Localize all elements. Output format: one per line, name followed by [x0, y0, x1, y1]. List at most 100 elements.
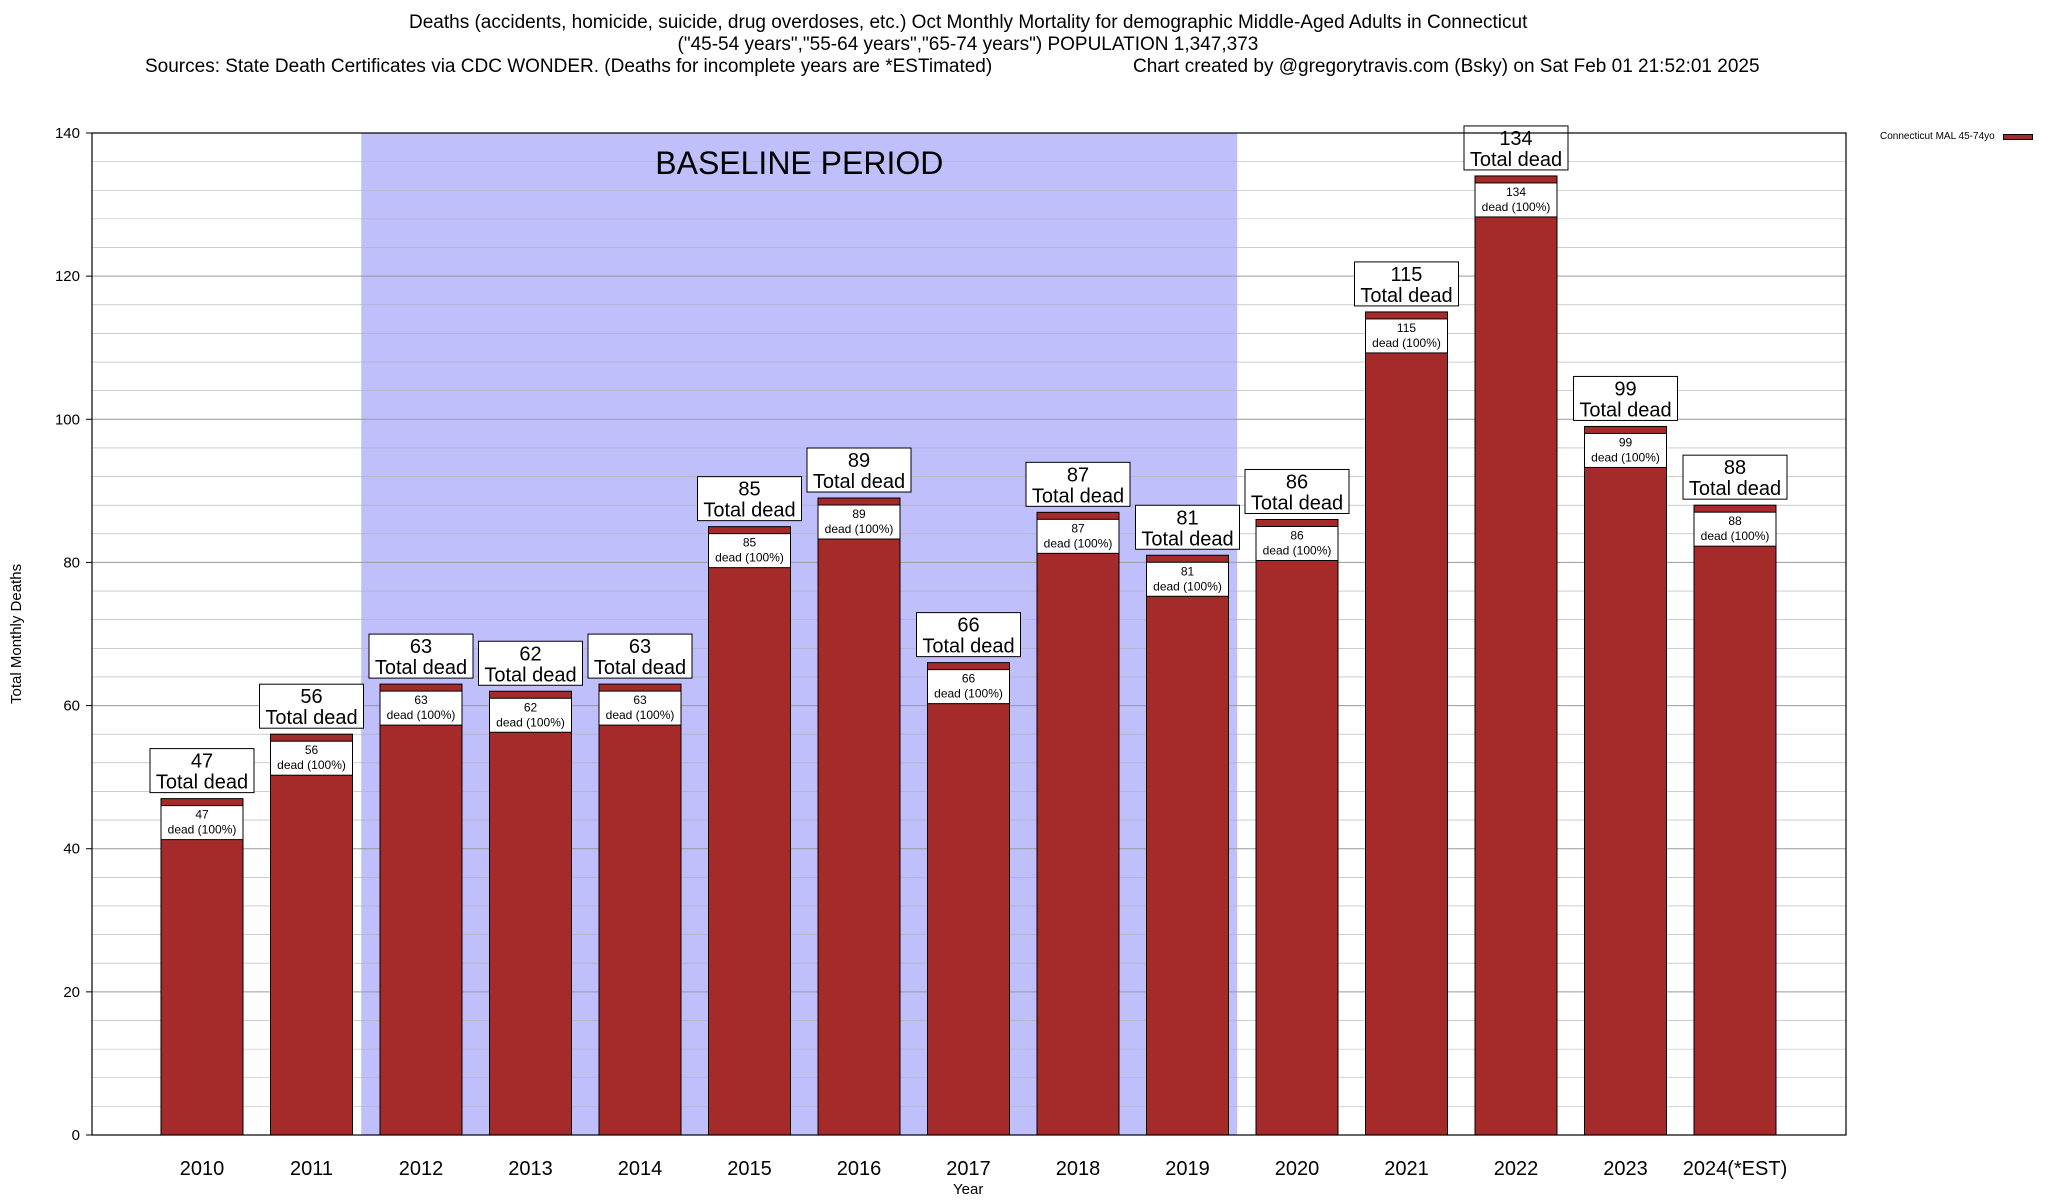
- bar-inner-percent-label: dead (100%): [277, 758, 346, 772]
- bar-top-label-box: [478, 640, 583, 686]
- bar-total-dead-label: Total dead: [1032, 485, 1124, 507]
- bar-inner-value-label: 87: [1071, 521, 1085, 535]
- bar: [1474, 175, 1558, 1136]
- bar-top-label-box: [259, 683, 364, 729]
- bar-inner-percent-label: dead (100%): [496, 715, 565, 729]
- bar-total-dead-label: Total dead: [703, 500, 795, 522]
- bar-inner-percent-label: dead (100%): [825, 522, 894, 536]
- legend-swatch: [2002, 133, 2033, 140]
- bar-total-dead-label: Total dead: [1579, 399, 1671, 421]
- x-tick-label: 2012: [399, 1158, 444, 1180]
- bar-value-label: 56: [300, 686, 322, 708]
- bar-top-label-box: [1135, 504, 1240, 550]
- x-tick-label: 2011: [290, 1158, 333, 1180]
- bar-inner-percent-label: dead (100%): [1044, 536, 1113, 550]
- bar-value-label: 99: [1614, 378, 1636, 400]
- bar-inner-value-label: 56: [305, 743, 319, 757]
- bar-top-label-box: [806, 447, 912, 493]
- plot-frame: [91, 132, 1847, 1136]
- bar-inner-label-box: [379, 690, 463, 726]
- bar-value-label: 81: [1176, 507, 1198, 529]
- bar-top-label-box: [1573, 375, 1678, 421]
- bar-value-label: 63: [629, 636, 651, 658]
- bar-total-dead-label: Total dead: [375, 657, 467, 679]
- bar-total-dead-label: Total dead: [1689, 478, 1781, 500]
- bar-inner-percent-label: dead (100%): [606, 708, 675, 722]
- bar-inner-percent-label: dead (100%): [934, 687, 1003, 701]
- bar-total-dead-label: Total dead: [1470, 149, 1562, 171]
- bar-inner-label-box: [1584, 432, 1667, 468]
- bar-inner-label-box: [1036, 518, 1120, 554]
- bar-inner-value-label: 66: [962, 672, 976, 686]
- chart-credit-note: Chart created by @gregorytravis.com (Bsk…: [1133, 56, 1760, 77]
- x-tick-label: 2010: [180, 1158, 225, 1180]
- bar-value-label: 89: [848, 450, 870, 472]
- chart-subtitle: ("45-54 years","55-64 years","65-74 year…: [677, 34, 1259, 55]
- bar-total-dead-label: Total dead: [813, 471, 905, 493]
- bar-top-label-box: [587, 633, 693, 679]
- bar-inner-label-box: [708, 533, 791, 569]
- bar-inner-percent-label: dead (100%): [168, 823, 237, 837]
- bar: [1255, 518, 1339, 1136]
- x-tick-label: 2015: [727, 1158, 772, 1180]
- x-tick-label: 2024(*EST): [1683, 1158, 1788, 1180]
- baseline-period-label: BASELINE PERIOD: [655, 144, 944, 181]
- x-tick-label: 2022: [1494, 1158, 1539, 1180]
- x-tick-label: 2019: [1165, 1158, 1210, 1180]
- bar-inner-value-label: 86: [1290, 528, 1304, 542]
- bar-inner-value-label: 88: [1728, 514, 1742, 528]
- bar: [489, 690, 572, 1136]
- bar: [270, 733, 353, 1136]
- bar-inner-percent-label: dead (100%): [1482, 200, 1551, 214]
- legend: Connecticut MAL 45-74yo: [1880, 131, 2033, 142]
- bar-inner-value-label: 89: [852, 507, 866, 521]
- bar-inner-value-label: 63: [633, 693, 647, 707]
- y-axis-label: Total Monthly Deaths: [8, 563, 25, 704]
- bar-inner-label-box: [1365, 318, 1448, 354]
- bar: [1584, 425, 1667, 1136]
- bar-inner-percent-label: dead (100%): [1372, 336, 1441, 350]
- y-tick-label: 20: [63, 984, 80, 1001]
- bar-total-dead-label: Total dead: [1360, 285, 1452, 307]
- bar-inner-percent-label: dead (100%): [1591, 450, 1660, 464]
- bar-value-label: 63: [410, 636, 432, 658]
- y-tick-label: 100: [55, 411, 80, 428]
- y-tick-label: 40: [63, 841, 80, 858]
- x-tick-label: 2013: [508, 1158, 553, 1180]
- bar-value-label: 62: [519, 643, 541, 665]
- bar-inner-value-label: 47: [195, 808, 209, 822]
- bar-total-dead-label: Total dead: [156, 772, 248, 794]
- bar: [708, 526, 791, 1136]
- bar-total-dead-label: Total dead: [922, 636, 1014, 658]
- bar-inner-percent-label: dead (100%): [1263, 543, 1332, 557]
- bar: [1365, 311, 1448, 1136]
- bar-value-label: 88: [1724, 457, 1746, 479]
- bar-inner-label-box: [1693, 511, 1777, 547]
- bar-top-label-box: [1354, 261, 1459, 307]
- bar-inner-label-box: [598, 690, 682, 726]
- bar-value-label: 66: [957, 615, 979, 637]
- y-tick-label: 140: [55, 125, 80, 142]
- bar-inner-label-box: [1474, 182, 1558, 218]
- bar-inner-label-box: [270, 740, 353, 776]
- bar-value-label: 86: [1286, 471, 1308, 493]
- bar-total-dead-label: Total dead: [484, 664, 576, 686]
- bar-inner-label-box: [160, 805, 244, 841]
- bar-inner-value-label: 99: [1619, 435, 1633, 449]
- bar: [598, 683, 682, 1136]
- bar-value-label: 115: [1391, 264, 1423, 286]
- bar-total-dead-label: Total dead: [1141, 528, 1233, 550]
- x-tick-label: 2023: [1603, 1158, 1648, 1180]
- bar-total-dead-label: Total dead: [594, 657, 686, 679]
- bar-inner-label-box: [489, 697, 572, 733]
- bar-value-label: 87: [1067, 464, 1089, 486]
- bar-top-label-box: [916, 612, 1021, 658]
- bar-total-dead-label: Total dead: [265, 707, 357, 729]
- bar-inner-value-label: 63: [414, 693, 428, 707]
- bar-top-label-box: [697, 476, 802, 522]
- y-tick-label: 60: [63, 698, 80, 715]
- bar: [160, 798, 244, 1136]
- bar-inner-percent-label: dead (100%): [715, 551, 784, 565]
- x-axis-label: Year: [953, 1181, 984, 1198]
- bar-value-label: 85: [738, 479, 760, 501]
